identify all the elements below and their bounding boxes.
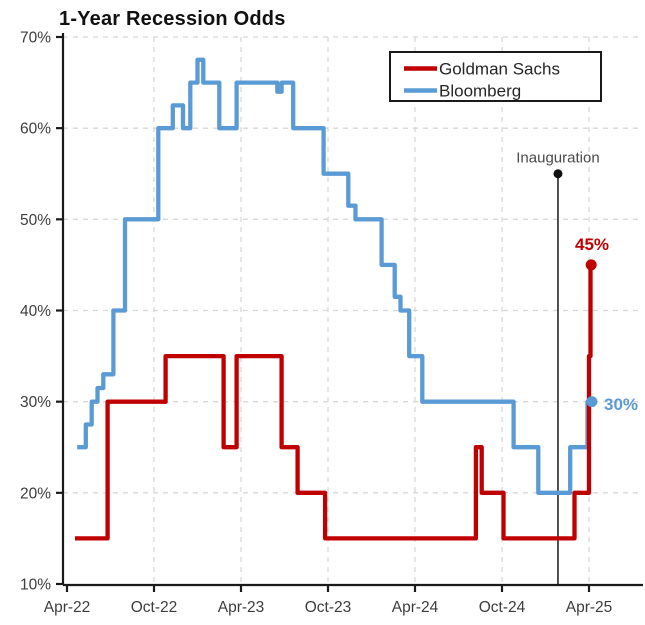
- x-tick-label: Oct-24: [479, 599, 526, 616]
- legend-label-goldman-sachs: Goldman Sachs: [439, 60, 560, 79]
- y-tick-label: 10%: [20, 577, 51, 594]
- series-lines: [75, 57, 598, 541]
- inauguration-dot-icon: [553, 169, 563, 179]
- x-tick-label: Apr-23: [218, 599, 265, 616]
- inauguration-label: Inauguration: [516, 150, 599, 167]
- inauguration-annotation: Inauguration: [516, 150, 600, 584]
- y-tick-label: 20%: [20, 485, 51, 502]
- y-tick-label: 40%: [20, 303, 51, 320]
- axes: 10% 20% 30% 40% 50% 60% 70% Apr-22 Oct-22 Apr-23 O…: [20, 29, 643, 616]
- goldman-end-dot-icon: [585, 259, 597, 271]
- y-tick-label: 30%: [20, 394, 51, 411]
- legend: Goldman Sachs Bloomberg: [389, 51, 602, 102]
- x-tick-label: Oct-23: [305, 599, 352, 616]
- x-tick-label: Apr-22: [44, 599, 91, 616]
- legend-box: [389, 51, 602, 102]
- goldman-end-value-label: 45%: [575, 235, 609, 254]
- x-tick-label: Apr-24: [392, 599, 439, 616]
- x-tick-label: Oct-22: [131, 599, 178, 616]
- legend-label-bloomberg: Bloomberg: [439, 82, 521, 101]
- bloomberg-line: [77, 57, 592, 495]
- y-tick-label: 50%: [20, 212, 51, 229]
- gridlines: [63, 36, 643, 585]
- bloomberg-end-value-label: 30%: [604, 395, 638, 414]
- goldman-sachs-line: [75, 262, 593, 541]
- y-tick-label: 70%: [20, 29, 51, 46]
- y-tick-label: 60%: [20, 121, 51, 138]
- chart-title: 1-Year Recession Odds: [59, 8, 286, 30]
- bloomberg-end-dot-icon: [586, 396, 598, 408]
- x-tick-label: Apr-25: [566, 599, 613, 616]
